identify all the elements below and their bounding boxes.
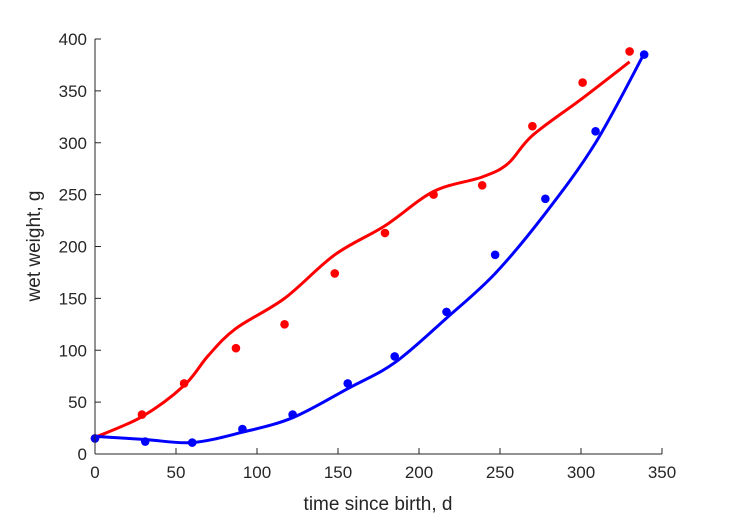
y-ticks: 0 50 100 150 200 250 300 350 400 <box>59 30 101 464</box>
series-1-point-12 <box>625 47 634 56</box>
series-2-point-4 <box>238 424 247 434</box>
x-tick-label: 50 <box>167 463 186 482</box>
series-2-point-8 <box>442 307 451 317</box>
y-tick-label: 400 <box>59 30 87 49</box>
series-1-point-3 <box>179 379 189 388</box>
x-ticks: 0 50 100 150 200 250 300 350 <box>90 448 676 482</box>
y-tick-label: 200 <box>59 238 87 257</box>
series-2-point-9 <box>490 250 500 260</box>
series-1-point-4 <box>231 343 241 353</box>
data-layer <box>90 47 649 447</box>
x-tick-label: 100 <box>243 463 271 482</box>
y-tick-label: 300 <box>59 134 87 153</box>
x-tick-label: 300 <box>567 463 595 482</box>
series-1-point-8 <box>429 190 438 199</box>
series-2-point-3 <box>187 438 197 447</box>
series-2-point-10 <box>541 194 550 204</box>
series-1-point-6 <box>330 269 340 278</box>
x-tick-label: 350 <box>648 463 676 482</box>
x-tick-label: 250 <box>486 463 514 482</box>
series-1-point-10 <box>528 121 537 131</box>
series-2-point-12 <box>639 50 649 59</box>
series-1-point-11 <box>578 78 587 87</box>
series-2 <box>90 50 649 447</box>
series-1 <box>90 47 634 443</box>
x-tick-label: 150 <box>324 463 352 482</box>
y-axis-title: wet weight, g <box>24 191 45 303</box>
y-tick-label: 350 <box>59 82 87 101</box>
series-2-point-7 <box>390 352 400 361</box>
y-tick-label: 0 <box>78 445 87 464</box>
y-tick-label: 150 <box>59 289 87 308</box>
y-tick-label: 50 <box>68 393 87 412</box>
series-2-point-6 <box>343 379 353 388</box>
y-tick-label: 250 <box>59 186 87 205</box>
series-1-point-7 <box>380 228 390 238</box>
series-1-point-5 <box>280 320 289 329</box>
series-1-point-9 <box>477 180 487 190</box>
series-2-point-5 <box>288 410 297 419</box>
x-tick-label: 200 <box>405 463 433 482</box>
x-axis-title: time since birth, d <box>304 494 453 515</box>
series-2-point-2 <box>140 437 150 446</box>
series-2-point-11 <box>591 127 600 136</box>
x-tick-label: 0 <box>90 463 99 482</box>
series-1-point-2 <box>137 410 147 419</box>
y-tick-label: 100 <box>59 341 87 360</box>
